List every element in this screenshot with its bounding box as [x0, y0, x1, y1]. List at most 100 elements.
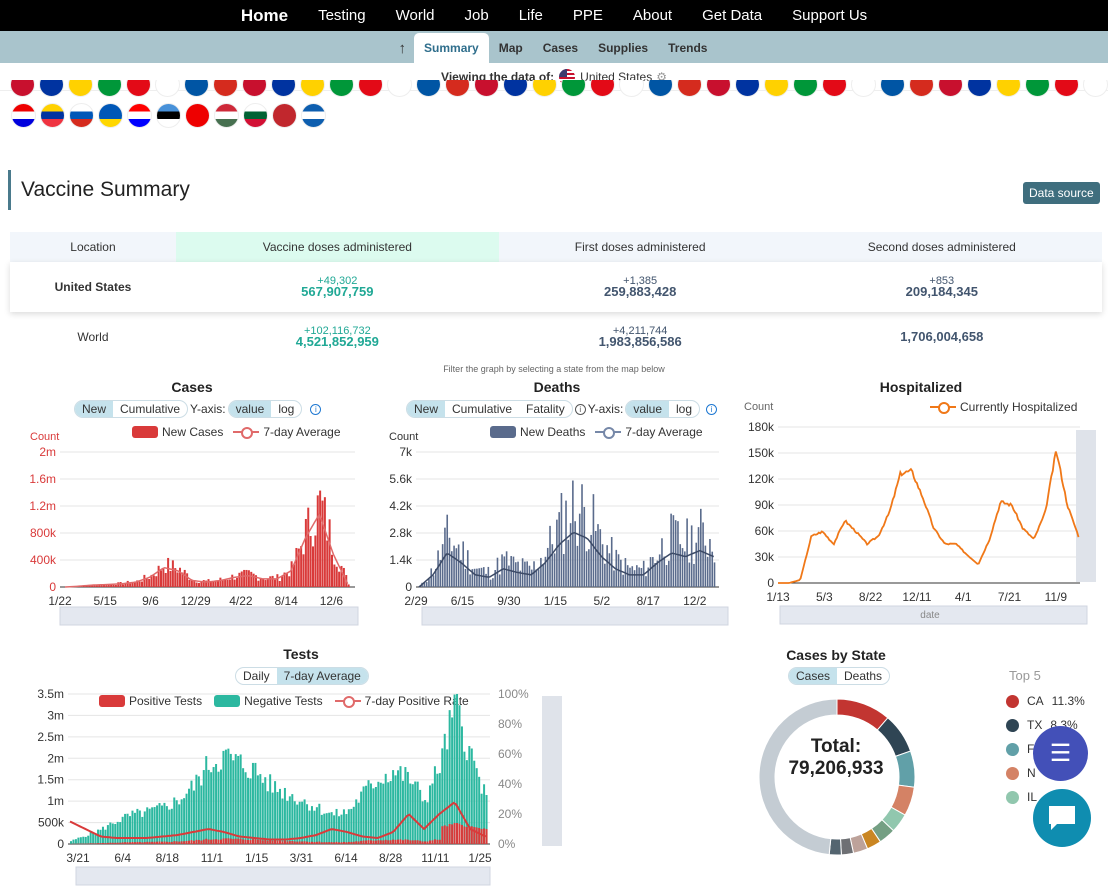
- country-flag-icon[interactable]: [503, 80, 528, 97]
- nav-get-data[interactable]: Get Data: [702, 7, 763, 24]
- hosp-chart[interactable]: Count 180k 150k 120k 90k 60k 30k 01/13 5/3 8/22 12…: [740, 396, 1105, 632]
- top5-item[interactable]: F: [1006, 737, 1085, 761]
- country-flag-icon[interactable]: [474, 80, 499, 97]
- legend-label[interactable]: New Deaths: [520, 425, 586, 439]
- legend-label[interactable]: New Cases: [162, 425, 224, 439]
- country-flag-icon[interactable]: [967, 80, 992, 97]
- cases-chart[interactable]: Count 2m 1.6m 1.2m 800k 400k 01/22 5/15 9/6 12/29…: [20, 430, 365, 630]
- nav-life[interactable]: Life: [518, 7, 543, 24]
- nav-support-us[interactable]: Support Us: [792, 7, 868, 24]
- cases-cumulative-toggle[interactable]: Cumulative: [120, 402, 181, 416]
- top5-item[interactable]: IL: [1006, 785, 1085, 809]
- col-vaccine-doses[interactable]: Vaccine doses administered: [175, 232, 499, 262]
- country-flag-icon[interactable]: [764, 80, 789, 97]
- tab-summary[interactable]: Summary: [414, 33, 489, 63]
- col-second-doses[interactable]: Second doses administered: [781, 232, 1102, 262]
- tab-map[interactable]: Map: [498, 41, 523, 55]
- info-icon[interactable]: i: [310, 403, 322, 415]
- country-flag-icon[interactable]: [243, 103, 268, 128]
- legend-label[interactable]: Negative Tests: [244, 694, 323, 708]
- chat-button[interactable]: [1033, 789, 1091, 847]
- country-flag-icon[interactable]: [184, 80, 209, 97]
- col-location[interactable]: Location: [10, 232, 176, 262]
- country-flag-icon[interactable]: [909, 80, 934, 97]
- country-flag-icon[interactable]: [1025, 80, 1050, 97]
- country-flag-icon[interactable]: [155, 80, 180, 97]
- cases-log-toggle[interactable]: log: [278, 402, 295, 416]
- country-flag-icon[interactable]: [271, 80, 296, 97]
- nav-about[interactable]: About: [632, 7, 673, 24]
- top5-item[interactable]: CA 11.3%: [1006, 689, 1085, 713]
- country-flag-icon[interactable]: [938, 80, 963, 97]
- country-flag-icon[interactable]: [851, 80, 876, 97]
- country-flag-icon[interactable]: [69, 103, 94, 128]
- country-flag-icon[interactable]: [214, 103, 239, 128]
- country-flag-icon[interactable]: [735, 80, 760, 97]
- nav-world[interactable]: World: [395, 7, 435, 24]
- deaths-value-toggle[interactable]: value: [626, 401, 669, 417]
- table-row[interactable]: United States +49,302 567,907,759 +1,385 2…: [10, 262, 1102, 312]
- state-deaths-toggle[interactable]: Deaths: [844, 669, 883, 683]
- country-flag-icon[interactable]: [677, 80, 702, 97]
- nav-job[interactable]: Job: [464, 7, 489, 24]
- cases-new-toggle[interactable]: New: [75, 401, 114, 417]
- nav-testing[interactable]: Testing: [318, 7, 366, 24]
- country-flag-icon[interactable]: [329, 80, 354, 97]
- deaths-log-toggle[interactable]: log: [676, 402, 693, 416]
- tests-daily-toggle[interactable]: Daily: [243, 669, 270, 683]
- country-flag-icon[interactable]: [126, 80, 151, 97]
- country-flag-icon[interactable]: [40, 103, 65, 128]
- state-cases-toggle[interactable]: Cases: [789, 668, 838, 684]
- country-flag-icon[interactable]: [156, 103, 181, 128]
- tab-supplies[interactable]: Supplies: [598, 41, 649, 55]
- country-flag-icon[interactable]: [561, 80, 586, 97]
- data-source-button[interactable]: Data source: [1023, 182, 1100, 204]
- country-flag-icon[interactable]: [68, 80, 93, 97]
- country-flag-icon[interactable]: [272, 103, 297, 128]
- country-flag-icon[interactable]: [590, 80, 615, 97]
- table-row[interactable]: World +102,116,732 4,521,852,959 +4,211,7…: [10, 312, 1102, 362]
- legend-label[interactable]: 7-day Average: [625, 425, 703, 439]
- country-flag-icon[interactable]: [822, 80, 847, 97]
- country-flag-icon[interactable]: [127, 103, 152, 128]
- menu-button[interactable]: ☰: [1033, 726, 1088, 781]
- gear-icon[interactable]: ⚙: [656, 69, 667, 84]
- country-flag-icon[interactable]: [98, 103, 123, 128]
- nav-home[interactable]: Home: [240, 5, 289, 25]
- country-flag-icon[interactable]: [387, 80, 412, 97]
- country-flag-icon[interactable]: [301, 103, 326, 128]
- tab-cases[interactable]: Cases: [542, 41, 579, 55]
- country-flag-icon[interactable]: [880, 80, 905, 97]
- deaths-fatality-toggle[interactable]: Fatality: [526, 402, 565, 416]
- country-flag-icon[interactable]: [1054, 80, 1079, 97]
- country-flag-icon[interactable]: [10, 80, 35, 97]
- country-flag-icon[interactable]: [97, 80, 122, 97]
- country-flag-icon[interactable]: [619, 80, 644, 97]
- cases-value-toggle[interactable]: value: [228, 401, 272, 417]
- country-flag-icon[interactable]: [793, 80, 818, 97]
- tests-avg-toggle[interactable]: 7-day Average: [276, 668, 368, 684]
- info-icon[interactable]: i: [706, 403, 718, 415]
- tab-trends[interactable]: Trends: [668, 41, 708, 55]
- country-flag-icon[interactable]: [358, 80, 383, 97]
- legend-label[interactable]: Positive Tests: [129, 694, 203, 708]
- country-flag-icon[interactable]: [242, 80, 267, 97]
- country-flag-icon[interactable]: [1083, 80, 1108, 97]
- country-flag-icon[interactable]: [706, 80, 731, 97]
- arrow-up-icon[interactable]: ↑: [398, 40, 407, 57]
- country-flag-icon[interactable]: [300, 80, 325, 97]
- info-icon[interactable]: i: [574, 403, 586, 415]
- country-flag-icon[interactable]: [416, 80, 441, 97]
- deaths-chart[interactable]: Count 7k 5.6k 4.2k 2.8k 1.4k 02/29 6/15 9/30 1/15…: [384, 430, 729, 630]
- deaths-new-toggle[interactable]: New: [407, 401, 446, 417]
- legend-label[interactable]: Currently Hospitalized: [960, 400, 1078, 414]
- country-flag-icon[interactable]: [996, 80, 1021, 97]
- country-flag-icon[interactable]: [11, 103, 36, 128]
- country-flag-icon[interactable]: [532, 80, 557, 97]
- country-flag-icon[interactable]: [39, 80, 64, 97]
- nav-ppe[interactable]: PPE: [572, 7, 603, 24]
- tests-chart[interactable]: 3.5m 3m 2.5m 2m 1.5m 1m 500k 0 100% 80% 60% 40% 20% 0…: [20, 684, 565, 889]
- legend-label[interactable]: 7-day Positive Rate: [364, 694, 469, 708]
- country-flag-icon[interactable]: [185, 103, 210, 128]
- deaths-cumulative-toggle[interactable]: Cumulative: [452, 402, 513, 416]
